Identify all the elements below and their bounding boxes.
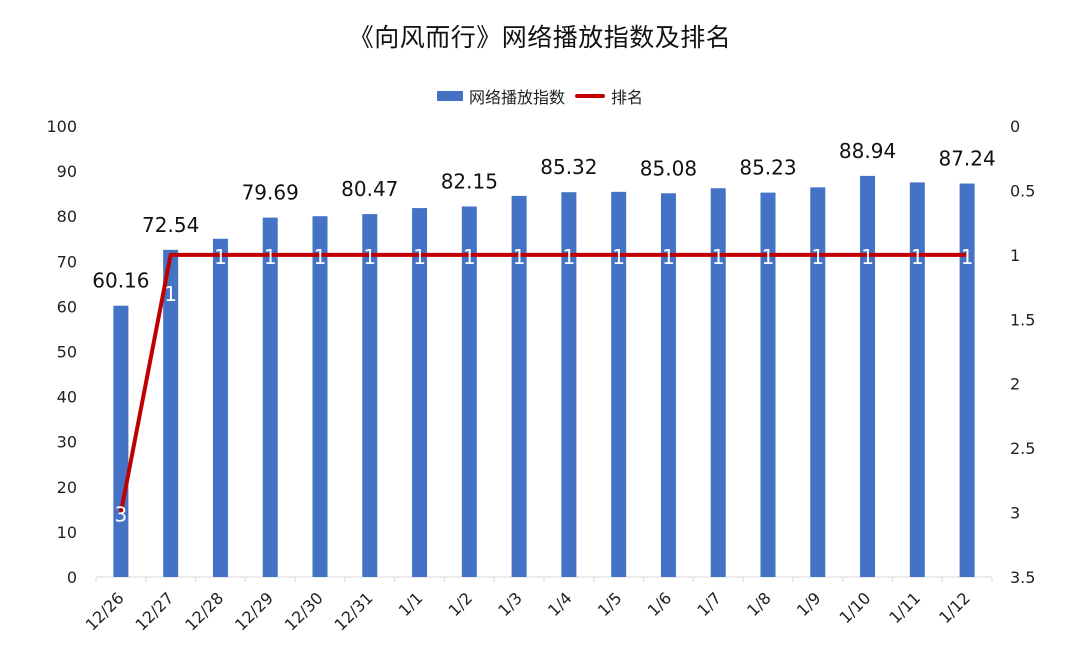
x-tick-label: 1/4	[544, 588, 576, 620]
x-tick-label: 1/12	[935, 588, 974, 627]
chart-legend: 网络播放指数 排名	[0, 84, 1080, 108]
bar-data-label: 82.15	[441, 170, 498, 194]
y-left-tick-label: 60	[57, 297, 77, 316]
legend-swatch-line	[575, 94, 605, 98]
x-tick-label: 1/1	[395, 588, 427, 620]
bar	[660, 193, 676, 578]
y-right-tick-label: 2.5	[1010, 439, 1035, 458]
bar	[212, 238, 228, 577]
bar-data-label: 85.08	[640, 156, 697, 180]
rank-data-label: 3	[115, 503, 128, 527]
y-right-tick-label: 0	[1010, 117, 1020, 136]
y-right-tick-label: 2	[1010, 375, 1020, 394]
legend-swatch-bar	[436, 91, 463, 101]
bar-data-label: 85.32	[540, 155, 597, 179]
x-tick-label: 12/30	[281, 588, 327, 634]
rank-data-label: 1	[214, 245, 227, 269]
y-left-tick-label: 80	[57, 207, 77, 226]
rank-data-label: 1	[612, 245, 625, 269]
y-left-tick-label: 10	[57, 523, 77, 542]
x-tick-label: 12/26	[82, 588, 128, 634]
y-left-tick-label: 40	[57, 388, 77, 407]
bar-data-label: 79.69	[242, 181, 299, 205]
rank-data-label: 1	[911, 245, 924, 269]
x-tick-label: 1/6	[644, 588, 676, 620]
y-right-tick-label: 1.5	[1010, 310, 1035, 329]
legend-item-bar: 网络播放指数	[436, 84, 565, 108]
bar-data-label: 85.23	[739, 156, 796, 180]
y-left-tick-label: 20	[57, 478, 77, 497]
rank-data-label: 1	[961, 245, 974, 269]
bar-data-label: 60.16	[92, 269, 149, 293]
bar	[810, 187, 826, 577]
y-left-tick-label: 50	[57, 343, 77, 362]
bar	[710, 188, 726, 577]
legend-item-line: 排名	[575, 84, 643, 108]
bar	[262, 217, 278, 578]
rank-data-label: 1	[662, 245, 675, 269]
bar	[163, 249, 179, 577]
bar	[909, 182, 925, 577]
x-tick-label: 1/8	[743, 588, 775, 620]
x-tick-label: 1/7	[693, 588, 725, 620]
rank-data-label: 1	[563, 245, 576, 269]
bar	[362, 214, 378, 577]
rank-data-label: 1	[314, 245, 327, 269]
bar-data-label: 72.54	[142, 213, 199, 237]
x-tick-label: 12/27	[131, 588, 177, 634]
x-tick-label: 1/11	[885, 588, 924, 627]
y-left-tick-label: 90	[57, 162, 77, 181]
x-tick-label: 1/2	[445, 588, 477, 620]
bar	[461, 206, 477, 578]
rank-data-label: 1	[463, 245, 476, 269]
x-tick-label: 12/29	[231, 588, 277, 634]
y-left-tick-label: 100	[46, 117, 77, 136]
bar-data-label: 87.24	[938, 147, 995, 171]
rank-data-label: 1	[164, 282, 177, 306]
rank-line	[118, 252, 968, 513]
rank-data-label: 1	[861, 245, 874, 269]
legend-label-bar: 网络播放指数	[468, 88, 565, 107]
bar	[760, 192, 776, 577]
y-right-tick-label: 3	[1010, 504, 1020, 523]
bar	[561, 192, 577, 578]
bar	[860, 175, 876, 577]
legend-label-line: 排名	[611, 88, 644, 107]
x-tick-label: 1/5	[594, 588, 626, 620]
rank-data-label: 1	[712, 245, 725, 269]
y-left-tick-label: 70	[57, 252, 77, 271]
x-tick-label: 1/3	[494, 588, 526, 620]
bar-data-label: 80.47	[341, 177, 398, 201]
rank-data-label: 1	[264, 245, 277, 269]
y-right-tick-label: 3.5	[1010, 568, 1035, 587]
rank-data-label: 1	[363, 245, 376, 269]
x-tick-label: 1/9	[793, 588, 825, 620]
x-tick-label: 12/31	[331, 588, 377, 634]
rank-data-label: 1	[811, 245, 824, 269]
y-left-tick-label: 30	[57, 433, 77, 452]
bar	[959, 183, 975, 577]
bar	[113, 305, 129, 577]
x-tick-label: 1/10	[836, 588, 875, 627]
bar-data-label: 88.94	[839, 139, 896, 163]
rank-data-label: 1	[413, 245, 426, 269]
bar	[412, 208, 428, 577]
bar	[511, 195, 527, 577]
y-left-tick-label: 0	[67, 568, 77, 587]
bar	[611, 191, 627, 577]
y-right-tick-label: 0.5	[1010, 181, 1035, 200]
rank-data-label: 1	[762, 245, 775, 269]
rank-data-label: 1	[513, 245, 526, 269]
y-right-tick-label: 1	[1010, 246, 1020, 265]
bar	[312, 216, 328, 577]
chart-title: 《向风而行》网络播放指数及排名	[348, 23, 732, 52]
x-tick-label: 12/28	[181, 588, 227, 634]
